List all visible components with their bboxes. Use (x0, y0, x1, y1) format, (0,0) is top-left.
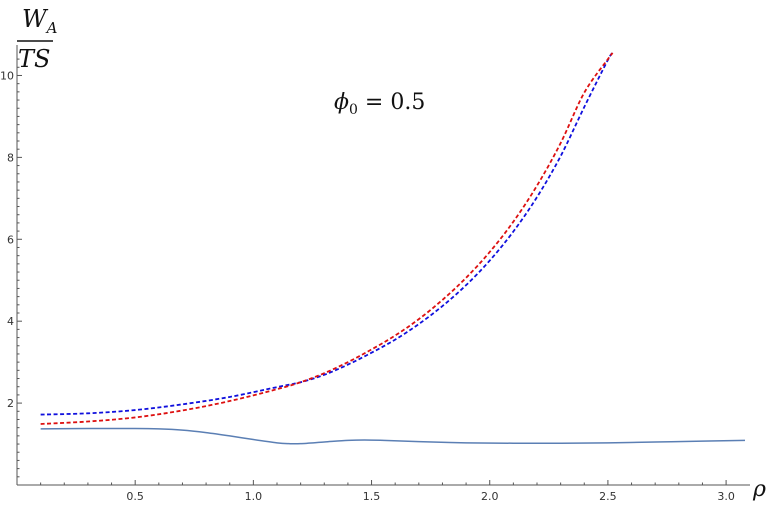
annotation: ϕ0 = 0.5 (334, 90, 425, 118)
series-group (40, 52, 746, 445)
y-tick-label: 6 (7, 233, 14, 246)
annotation-main: ϕ (334, 90, 349, 115)
x-tick-label: 2.0 (481, 490, 499, 503)
y-tick-label: 8 (7, 151, 14, 164)
series-line-2 (40, 427, 746, 445)
series-line-0 (40, 52, 614, 416)
y-tick-label: 4 (7, 315, 14, 328)
y-label-numerator-sub: A (45, 19, 58, 37)
x-tick-label: 3.0 (717, 490, 735, 503)
y-tick-label: 10 (0, 69, 14, 82)
x-tick-label: 1.0 (245, 490, 263, 503)
x-axis-label: ρ (752, 477, 766, 502)
y-label-numerator-main: W (22, 5, 49, 33)
y-tick-label: 2 (7, 397, 14, 410)
series-line-1 (40, 52, 614, 425)
y-label-numerator: WA (22, 5, 58, 37)
x-tick-label: 2.5 (599, 490, 617, 503)
ticks: 0.5 1.0 1.5 2.0 2.5 3.0 2 4 6 8 10 (0, 58, 735, 503)
x-tick-label: 1.5 (363, 490, 381, 503)
annotation-sub: 0 (349, 102, 358, 118)
y-label-denominator: TS (18, 45, 50, 73)
y-axis-label: WA TS (17, 5, 58, 73)
annotation-rest: = 0.5 (358, 90, 425, 115)
x-tick-label: 0.5 (126, 490, 144, 503)
